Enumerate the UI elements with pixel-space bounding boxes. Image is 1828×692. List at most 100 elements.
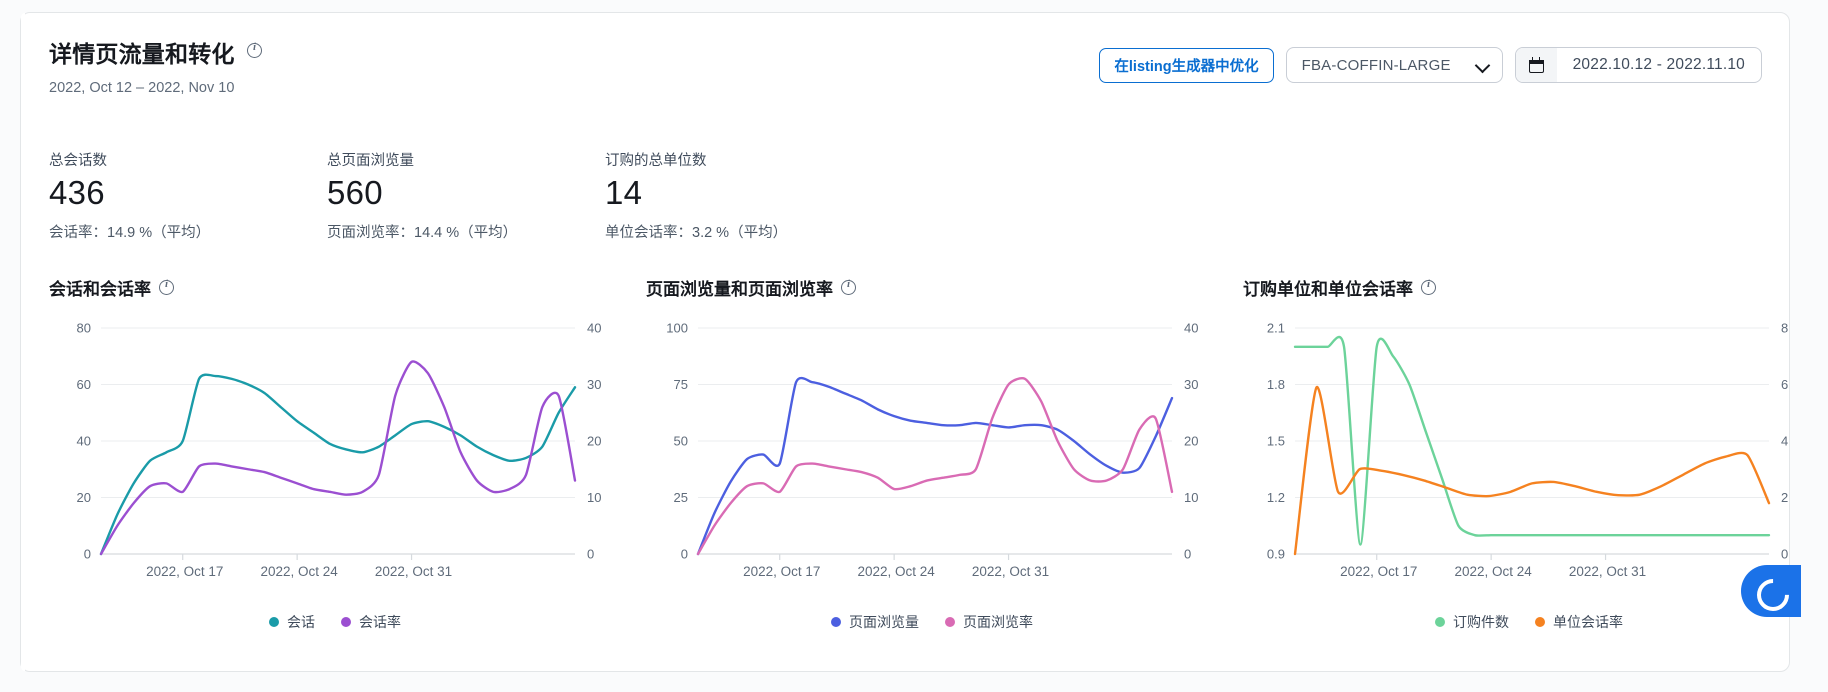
legend-dot-icon bbox=[269, 617, 279, 627]
svg-text:2022, Oct 24: 2022, Oct 24 bbox=[1454, 564, 1532, 579]
chart-title-row: 会话和会话率 bbox=[49, 275, 621, 300]
product-select[interactable]: FBA-COFFIN-LARGE bbox=[1285, 47, 1503, 83]
svg-text:2022, Oct 31: 2022, Oct 31 bbox=[375, 564, 452, 579]
legend-item[interactable]: 页面浏览率 bbox=[945, 612, 1033, 632]
svg-text:50: 50 bbox=[674, 434, 688, 449]
chevron-down-icon bbox=[1477, 59, 1489, 71]
legend-label: 会话 bbox=[287, 614, 315, 630]
legend-item[interactable]: 单位会话率 bbox=[1535, 612, 1623, 632]
svg-text:4: 4 bbox=[1781, 434, 1788, 449]
svg-text:0: 0 bbox=[1184, 547, 1191, 562]
legend-label: 会话率 bbox=[359, 614, 401, 630]
metric-sessions: 总会话数 436 会话率：14.9 %（平均） bbox=[49, 149, 327, 242]
chart-legend-1: 页面浏览量 页面浏览率 bbox=[646, 612, 1218, 632]
svg-text:100: 100 bbox=[666, 321, 688, 336]
legend-item[interactable]: 页面浏览量 bbox=[831, 612, 919, 632]
product-select-value: FBA-COFFIN-LARGE bbox=[1301, 56, 1451, 74]
svg-text:75: 75 bbox=[674, 377, 688, 392]
title-info-icon[interactable] bbox=[247, 41, 263, 58]
page-title: 详情页流量和转化 bbox=[49, 41, 235, 67]
chart-title: 会话和会话率 bbox=[49, 280, 151, 299]
metric-value: 14 bbox=[605, 174, 643, 211]
svg-text:1.2: 1.2 bbox=[1267, 490, 1285, 505]
chart-plot-0[interactable]: 0 20 40 60 80 0 10 20 30 40 2022, Oct 17 2022, Oct … bbox=[49, 320, 621, 602]
svg-text:0: 0 bbox=[84, 547, 91, 562]
metric-value: 560 bbox=[327, 174, 383, 211]
legend-item[interactable]: 订购件数 bbox=[1435, 612, 1509, 632]
chart-info-icon[interactable] bbox=[159, 278, 174, 295]
legend-label: 订购件数 bbox=[1453, 614, 1509, 630]
svg-text:80: 80 bbox=[77, 321, 91, 336]
traffic-conversion-card: 详情页流量和转化 2022, Oct 12 – 2022, Nov 10 在li… bbox=[20, 12, 1801, 672]
legend-dot-icon bbox=[831, 617, 841, 627]
legend-dot-icon bbox=[1535, 617, 1545, 627]
header-controls: 在listing生成器中优化 FBA-COFFIN-LARGE 2022.10.… bbox=[1099, 47, 1762, 83]
svg-text:20: 20 bbox=[77, 490, 91, 505]
legend-label: 单位会话率 bbox=[1553, 614, 1623, 630]
svg-text:0.9: 0.9 bbox=[1267, 547, 1285, 562]
svg-text:2022, Oct 31: 2022, Oct 31 bbox=[1569, 564, 1646, 579]
svg-text:6: 6 bbox=[1781, 377, 1788, 392]
svg-text:20: 20 bbox=[587, 434, 601, 449]
chart-page-views: 页面浏览量和页面浏览率 0 25 50 75 100 0 10 20 30 40 2022, Oct… bbox=[646, 275, 1218, 632]
svg-text:2022, Oct 24: 2022, Oct 24 bbox=[857, 564, 935, 579]
chat-support-button[interactable] bbox=[1741, 565, 1801, 617]
date-range-value: 2022.10.12 - 2022.11.10 bbox=[1572, 56, 1745, 73]
chart-plot-2[interactable]: 0.9 1.2 1.5 1.8 2.1 0 2 4 6 8 2022, Oct 17 2022, Oc… bbox=[1243, 320, 1815, 602]
legend-item[interactable]: 会话 bbox=[269, 612, 315, 632]
date-range-picker[interactable]: 2022.10.12 - 2022.11.10 bbox=[1514, 47, 1762, 83]
metric-rate: 会话率：14.9 %（平均） bbox=[49, 224, 211, 241]
summary-metrics: 总会话数 436 会话率：14.9 %（平均） 总页面浏览量 560 页面浏览率… bbox=[49, 149, 883, 242]
optimize-in-listing-generator-button[interactable]: 在listing生成器中优化 bbox=[1099, 47, 1274, 83]
chart-info-icon[interactable] bbox=[841, 278, 856, 295]
chart-legend-0: 会话 会话率 bbox=[49, 612, 621, 632]
legend-label: 页面浏览量 bbox=[849, 614, 919, 630]
svg-text:20: 20 bbox=[1184, 434, 1198, 449]
chart-plot-1[interactable]: 0 25 50 75 100 0 10 20 30 40 2022, Oct 17 2022, Oct… bbox=[646, 320, 1218, 602]
card-header: 详情页流量和转化 2022, Oct 12 – 2022, Nov 10 bbox=[49, 35, 263, 96]
metric-label: 订购的总单位数 bbox=[605, 153, 707, 169]
svg-text:0: 0 bbox=[587, 547, 594, 562]
chart-title: 页面浏览量和页面浏览率 bbox=[646, 280, 833, 299]
metric-label: 总会话数 bbox=[49, 153, 107, 169]
metric-rate: 页面浏览率：14.4 %（平均） bbox=[327, 224, 518, 241]
svg-text:2.1: 2.1 bbox=[1267, 321, 1285, 336]
svg-text:25: 25 bbox=[674, 490, 688, 505]
legend-dot-icon bbox=[341, 617, 351, 627]
svg-text:0: 0 bbox=[681, 547, 688, 562]
chart-legend-2: 订购件数 单位会话率 bbox=[1243, 612, 1815, 632]
legend-item[interactable]: 会话率 bbox=[341, 612, 401, 632]
card-accent-rail bbox=[21, 13, 25, 671]
legend-dot-icon bbox=[1435, 617, 1445, 627]
metric-value: 436 bbox=[49, 174, 105, 211]
metric-page-views: 总页面浏览量 560 页面浏览率：14.4 %（平均） bbox=[327, 149, 605, 242]
metric-label: 总页面浏览量 bbox=[327, 153, 414, 169]
calendar-icon-cell bbox=[1515, 48, 1557, 82]
date-range-subtitle: 2022, Oct 12 – 2022, Nov 10 bbox=[49, 80, 235, 96]
legend-label: 页面浏览率 bbox=[963, 614, 1033, 630]
metric-rate: 单位会话率：3.2 %（平均） bbox=[605, 224, 788, 241]
chart-title-row: 页面浏览量和页面浏览率 bbox=[646, 275, 1218, 300]
legend-dot-icon bbox=[945, 617, 955, 627]
svg-text:10: 10 bbox=[587, 490, 601, 505]
svg-text:40: 40 bbox=[587, 321, 601, 336]
svg-text:30: 30 bbox=[587, 377, 601, 392]
svg-text:8: 8 bbox=[1781, 321, 1788, 336]
chart-info-icon[interactable] bbox=[1421, 278, 1436, 295]
svg-text:60: 60 bbox=[77, 377, 91, 392]
svg-text:2022, Oct 24: 2022, Oct 24 bbox=[260, 564, 338, 579]
calendar-icon bbox=[1528, 57, 1544, 73]
svg-text:0: 0 bbox=[1781, 547, 1788, 562]
svg-text:10: 10 bbox=[1184, 490, 1198, 505]
metric-units-ordered: 订购的总单位数 14 单位会话率：3.2 %（平均） bbox=[605, 149, 883, 242]
svg-text:2: 2 bbox=[1781, 490, 1788, 505]
svg-text:40: 40 bbox=[1184, 321, 1198, 336]
svg-text:2022, Oct 31: 2022, Oct 31 bbox=[972, 564, 1049, 579]
chart-sessions: 会话和会话率 0 20 40 60 80 0 10 20 30 40 2022, Oct 17 202… bbox=[49, 275, 621, 632]
svg-text:1.8: 1.8 bbox=[1267, 377, 1285, 392]
chart-title: 订购单位和单位会话率 bbox=[1243, 280, 1413, 299]
svg-text:2022, Oct 17: 2022, Oct 17 bbox=[1340, 564, 1417, 579]
svg-text:30: 30 bbox=[1184, 377, 1198, 392]
